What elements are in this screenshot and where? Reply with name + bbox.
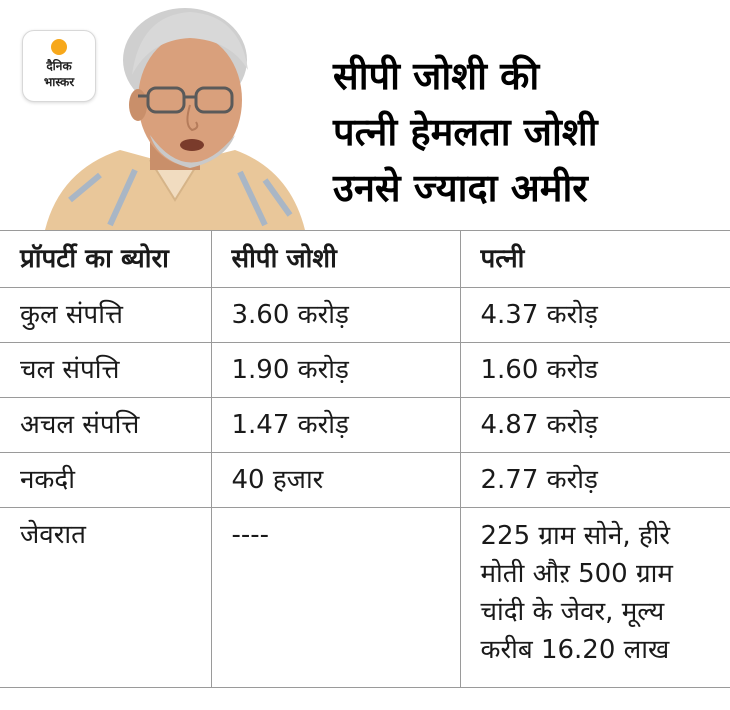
row-label: अचल संपत्ति xyxy=(0,397,211,453)
cp-joshi-value: 1.90 करोड़ xyxy=(210,342,460,398)
row-label: चल संपत्ति xyxy=(0,342,211,398)
row-label: जेवरात xyxy=(0,507,211,688)
sun-icon xyxy=(51,39,67,55)
headline-line3: उनसे ज्यादा अमीर xyxy=(333,166,588,210)
logo-text-line1: दैनिक xyxy=(46,59,72,73)
logo-text-line2: भास्कर xyxy=(43,75,75,89)
dainik-bhaskar-logo: दैनिक भास्कर xyxy=(22,30,96,102)
headline-line2: पत्नी हेमलता जोशी xyxy=(333,110,598,154)
row-label: नकदी xyxy=(0,452,211,508)
table-row: चल संपत्ति 1.90 करोड़ 1.60 करोड xyxy=(0,342,730,398)
header-property-details: प्रॉपर्टी का ब्योरा xyxy=(0,230,211,288)
wife-value: 4.37 करोड़ xyxy=(459,287,730,343)
wife-value: 1.60 करोड xyxy=(459,342,730,398)
wife-value: 2.77 करोड़ xyxy=(459,452,730,508)
table-header-row: प्रॉपर्टी का ब्योरा सीपी जोशी पत्नी xyxy=(0,230,730,288)
assets-table: प्रॉपर्टी का ब्योरा सीपी जोशी पत्नी कुल … xyxy=(0,230,730,688)
jewellery-line: करीब 16.20 लाख xyxy=(480,635,670,665)
jewellery-line: चांदी के जेवर, मूल्य xyxy=(480,597,665,627)
jewellery-line: मोती औऱ 500 ग्राम xyxy=(480,559,673,589)
cp-joshi-value: ---- xyxy=(210,507,460,688)
cp-joshi-value: 1.47 करोड़ xyxy=(210,397,460,453)
headline: सीपी जोशी की पत्नी हेमलता जोशी उनसे ज्या… xyxy=(333,48,713,216)
row-label: कुल संपत्ति xyxy=(0,287,211,343)
cp-joshi-value: 40 हजार xyxy=(210,452,460,508)
table-row: जेवरात ---- 225 ग्राम सोने, हीरे मोती औऱ… xyxy=(0,507,730,688)
headline-line1: सीपी जोशी की xyxy=(333,54,540,98)
wife-value: 225 ग्राम सोने, हीरे मोती औऱ 500 ग्राम च… xyxy=(459,507,730,688)
jewellery-line: 225 ग्राम सोने, हीरे xyxy=(480,521,671,551)
table-row: नकदी 40 हजार 2.77 करोड़ xyxy=(0,452,730,508)
portrait-image xyxy=(45,8,305,230)
table-row: कुल संपत्ति 3.60 करोड़ 4.37 करोड़ xyxy=(0,287,730,343)
cp-joshi-value: 3.60 करोड़ xyxy=(210,287,460,343)
header-cp-joshi: सीपी जोशी xyxy=(210,230,460,288)
table-row: अचल संपत्ति 1.47 करोड़ 4.87 करोड़ xyxy=(0,397,730,453)
header-wife: पत्नी xyxy=(459,230,730,288)
wife-value: 4.87 करोड़ xyxy=(459,397,730,453)
